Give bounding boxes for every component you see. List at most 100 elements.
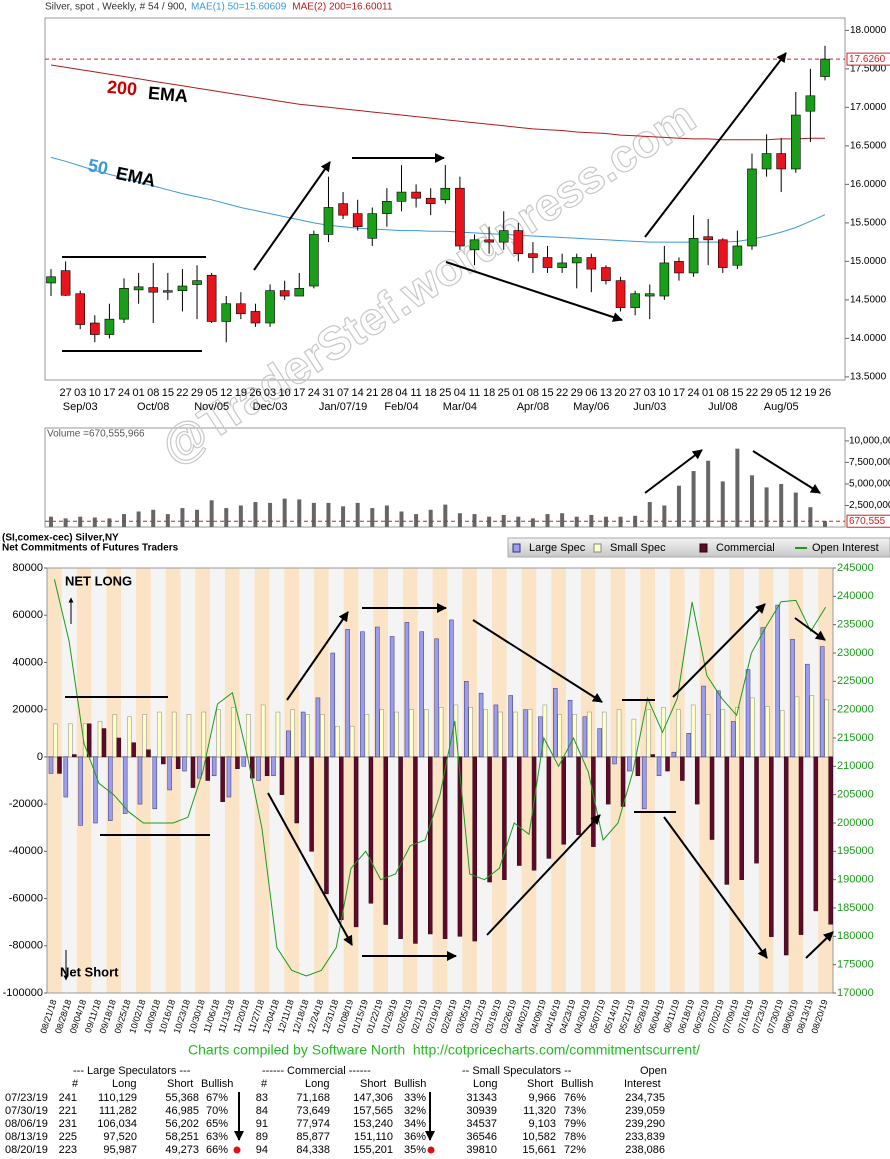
- cot-bar: [201, 711, 207, 758]
- table-col-header: Long: [473, 1078, 497, 1090]
- month-label: Jul/08: [708, 401, 737, 413]
- y-tick-label: 40000: [12, 656, 43, 668]
- cot-bar: [775, 604, 780, 758]
- y2-tick-label: 175000: [837, 959, 874, 971]
- volume-bar: [749, 475, 754, 527]
- cot-bar: [279, 756, 285, 795]
- table-col-header: #: [261, 1078, 268, 1090]
- week-band: [625, 568, 641, 993]
- volume-bar: [414, 514, 419, 527]
- cot-bar: [463, 681, 469, 758]
- cot-bar: [739, 756, 744, 880]
- table-col-header: Bullish: [201, 1078, 233, 1090]
- candle-body: [776, 153, 786, 170]
- volume-bar: [399, 511, 404, 527]
- y-tick-label: -20000: [9, 798, 43, 810]
- candle-body: [586, 257, 597, 270]
- month-label: Jun/03: [633, 401, 666, 413]
- cot-bar: [605, 756, 611, 805]
- candle-body: [542, 257, 553, 268]
- volume-bar: [253, 502, 258, 527]
- table-col-header: Short: [167, 1078, 193, 1090]
- cot-bar: [309, 756, 314, 852]
- table-col-header: Long: [112, 1078, 136, 1090]
- cot-bar: [720, 709, 726, 758]
- table-cell: 91: [256, 1118, 268, 1130]
- x-tick-label: 21: [366, 387, 378, 399]
- cot-bar: [790, 638, 795, 758]
- x-tick-label: 08: [147, 387, 159, 399]
- y2-tick-label: 215000: [837, 732, 874, 744]
- table-cell: 238,086: [625, 1144, 665, 1156]
- annotation-arrows: [62, 52, 834, 1141]
- cot-bar: [601, 711, 607, 758]
- y2-tick-label: 205000: [837, 789, 874, 801]
- x-tick-label: 05: [206, 387, 218, 399]
- cot-bar: [175, 756, 181, 769]
- legend-bar: [507, 537, 890, 558]
- week-band: [506, 568, 522, 993]
- cot-bar: [641, 756, 647, 810]
- week-band: [491, 568, 507, 993]
- x-tick-label: 01: [702, 387, 714, 399]
- cot-bar: [709, 756, 715, 840]
- table-cell: 33%: [404, 1092, 426, 1104]
- cot-bar: [616, 709, 622, 758]
- cot-bar: [131, 742, 136, 758]
- y2-tick-label: 240000: [837, 590, 874, 602]
- cot-bar: [523, 709, 528, 758]
- x-tick-label: 24: [687, 387, 699, 399]
- cot-bar: [694, 756, 700, 805]
- cot-bar: [53, 723, 58, 758]
- cot-bar: [635, 756, 641, 777]
- chart-title: Volume =670,555,966: [47, 429, 145, 440]
- x-tick-label: 05: [775, 387, 787, 399]
- candle-body: [221, 303, 232, 322]
- cot-bar: [305, 714, 310, 758]
- month-label: Aug/05: [764, 401, 799, 413]
- x-tick-label: 19: [235, 387, 247, 399]
- month-label: Feb/04: [384, 401, 418, 413]
- table-cell: 49,273: [165, 1144, 199, 1156]
- cot-bar: [434, 638, 439, 758]
- signal-dot: [233, 1146, 241, 1154]
- y-tick-label: 80000: [12, 562, 43, 574]
- volume-bar: [516, 516, 521, 527]
- volume-bar: [78, 516, 83, 527]
- y-tick-label: -60000: [9, 892, 43, 904]
- cot-bar: [226, 756, 232, 798]
- month-label: Oct/08: [137, 401, 169, 413]
- cot-bar: [779, 710, 785, 758]
- legend-label: Small Spec: [610, 542, 666, 554]
- volume-bar: [706, 460, 711, 527]
- cot-bar: [828, 756, 833, 925]
- table-cell: 78%: [564, 1131, 586, 1143]
- candle-body: [148, 287, 159, 293]
- cot-bar: [353, 756, 359, 928]
- x-tick-label: 20: [614, 387, 626, 399]
- volume-bar: [603, 516, 608, 527]
- cot-bar: [597, 728, 602, 758]
- x-tick-label: 15: [541, 387, 553, 399]
- week-band: [239, 568, 255, 993]
- table-col-header: Short: [360, 1078, 386, 1090]
- y2-tick-label: 200000: [837, 817, 874, 829]
- table-col-header: Bullish: [394, 1078, 426, 1090]
- x-tick-label: 10: [279, 387, 291, 399]
- volume-bar: [224, 508, 229, 527]
- candle-body: [75, 293, 86, 325]
- x-tick-label: 12: [220, 387, 232, 399]
- cot-bar: [735, 707, 740, 758]
- cot-bar: [345, 629, 350, 758]
- cot-bar: [680, 756, 685, 781]
- y-tick-label: 20000: [12, 704, 43, 716]
- week-band: [61, 568, 77, 993]
- candle-body: [396, 191, 407, 202]
- cot-bar: [502, 756, 507, 880]
- cot-bar: [419, 631, 425, 758]
- annotation: NET LONG: [65, 573, 132, 588]
- chart-title: (SI,comex-cec) Silver,NY: [2, 533, 119, 544]
- y-tick-label: 16.0000: [850, 179, 887, 190]
- week-band: [76, 568, 92, 993]
- week-band: [477, 568, 492, 993]
